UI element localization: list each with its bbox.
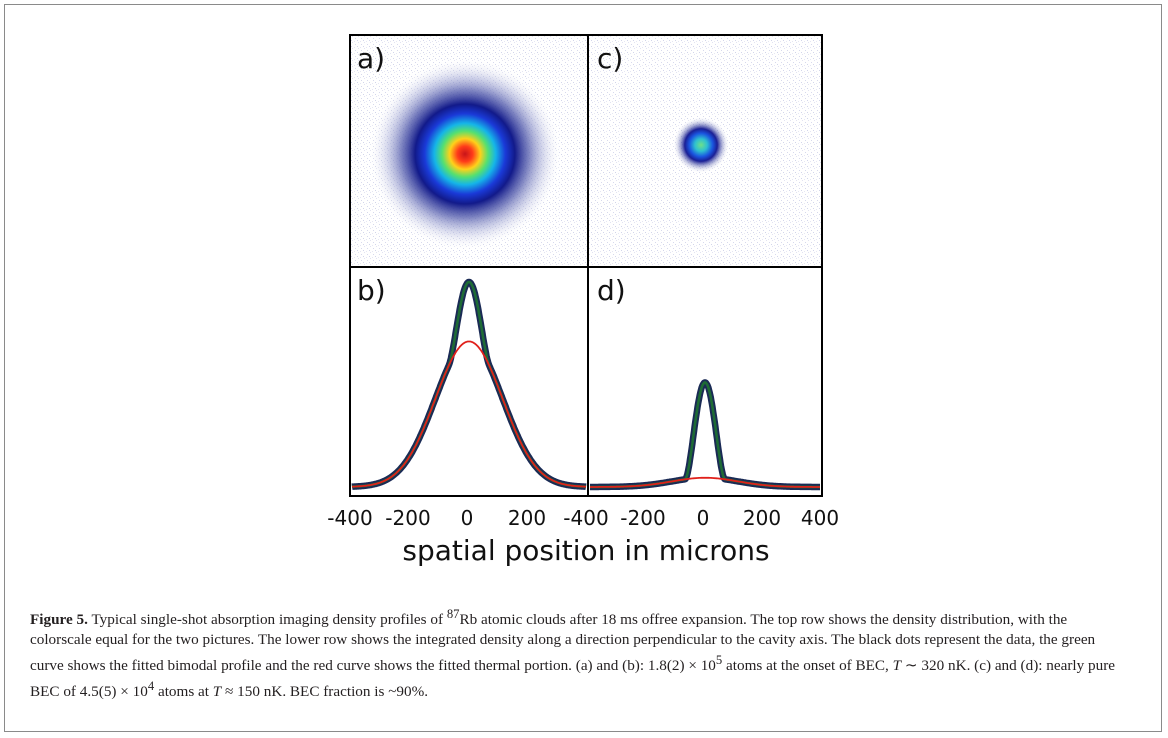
caption-text-4: ∼ 320 nK. (c) and (d): nearly pure BEC o… [30,657,1115,701]
curve-b-data [349,278,589,490]
caption-text-2: Rb atomic clouds after 18 ms offree expa… [30,611,1096,675]
curve-d-bimodal-fit [589,381,821,489]
cloud-a-density-image [369,58,561,250]
caption-text-1: Typical single-shot absorption imaging d… [87,611,447,629]
caption-sup-exp-a: 5 [715,653,723,668]
cloud-c-density-image [673,117,729,173]
x-axis-label: spatial position in microns [402,534,769,567]
tick-b-minus400: -400 [327,506,372,530]
tick-b-minus400-right: -400 [563,506,608,530]
tick-b-200: 200 [508,506,546,530]
figure-5: a) c) b) d) -400 -200 0 200 -400 -200 0 … [327,34,839,567]
caption-temperature-symbol-2: T [212,683,222,701]
profile-plot-d [587,379,823,491]
panel-label-a: a) [357,42,385,75]
curve-d-thermal-fit [589,476,821,488]
curve-b-bimodal-fit [351,280,587,488]
tick-d-400: 400 [801,506,839,530]
panel-label-d: d) [597,274,626,307]
tick-b-minus200: -200 [385,506,430,530]
curve-b-thermal-fit [351,340,587,488]
caption-sup-isotope: 87 [446,607,460,621]
caption-text-6: ≈ 150 nK. BEC fraction is ~90%. [221,683,429,701]
figure-caption: Figure 5. Typical single-shot absorption… [30,604,1130,702]
caption-text-3: atoms at the onset of BEC, [722,657,893,675]
caption-temperature-symbol-1: T [892,657,902,675]
caption-text-5: atoms at [154,683,213,701]
tick-d-0: 0 [697,506,710,530]
figure-frame [4,4,1162,732]
profile-plot-b [349,278,589,490]
caption-sup-exp-b: 4 [147,679,155,694]
tick-d-200: 200 [743,506,781,530]
curve-d-data [587,379,823,491]
figure-axes-frame [349,34,823,497]
tick-b-0: 0 [461,506,474,530]
panel-label-b: b) [357,274,386,307]
tick-d-minus200: -200 [620,506,665,530]
caption-label: Figure 5. [30,611,88,629]
panel-label-c: c) [597,42,623,75]
